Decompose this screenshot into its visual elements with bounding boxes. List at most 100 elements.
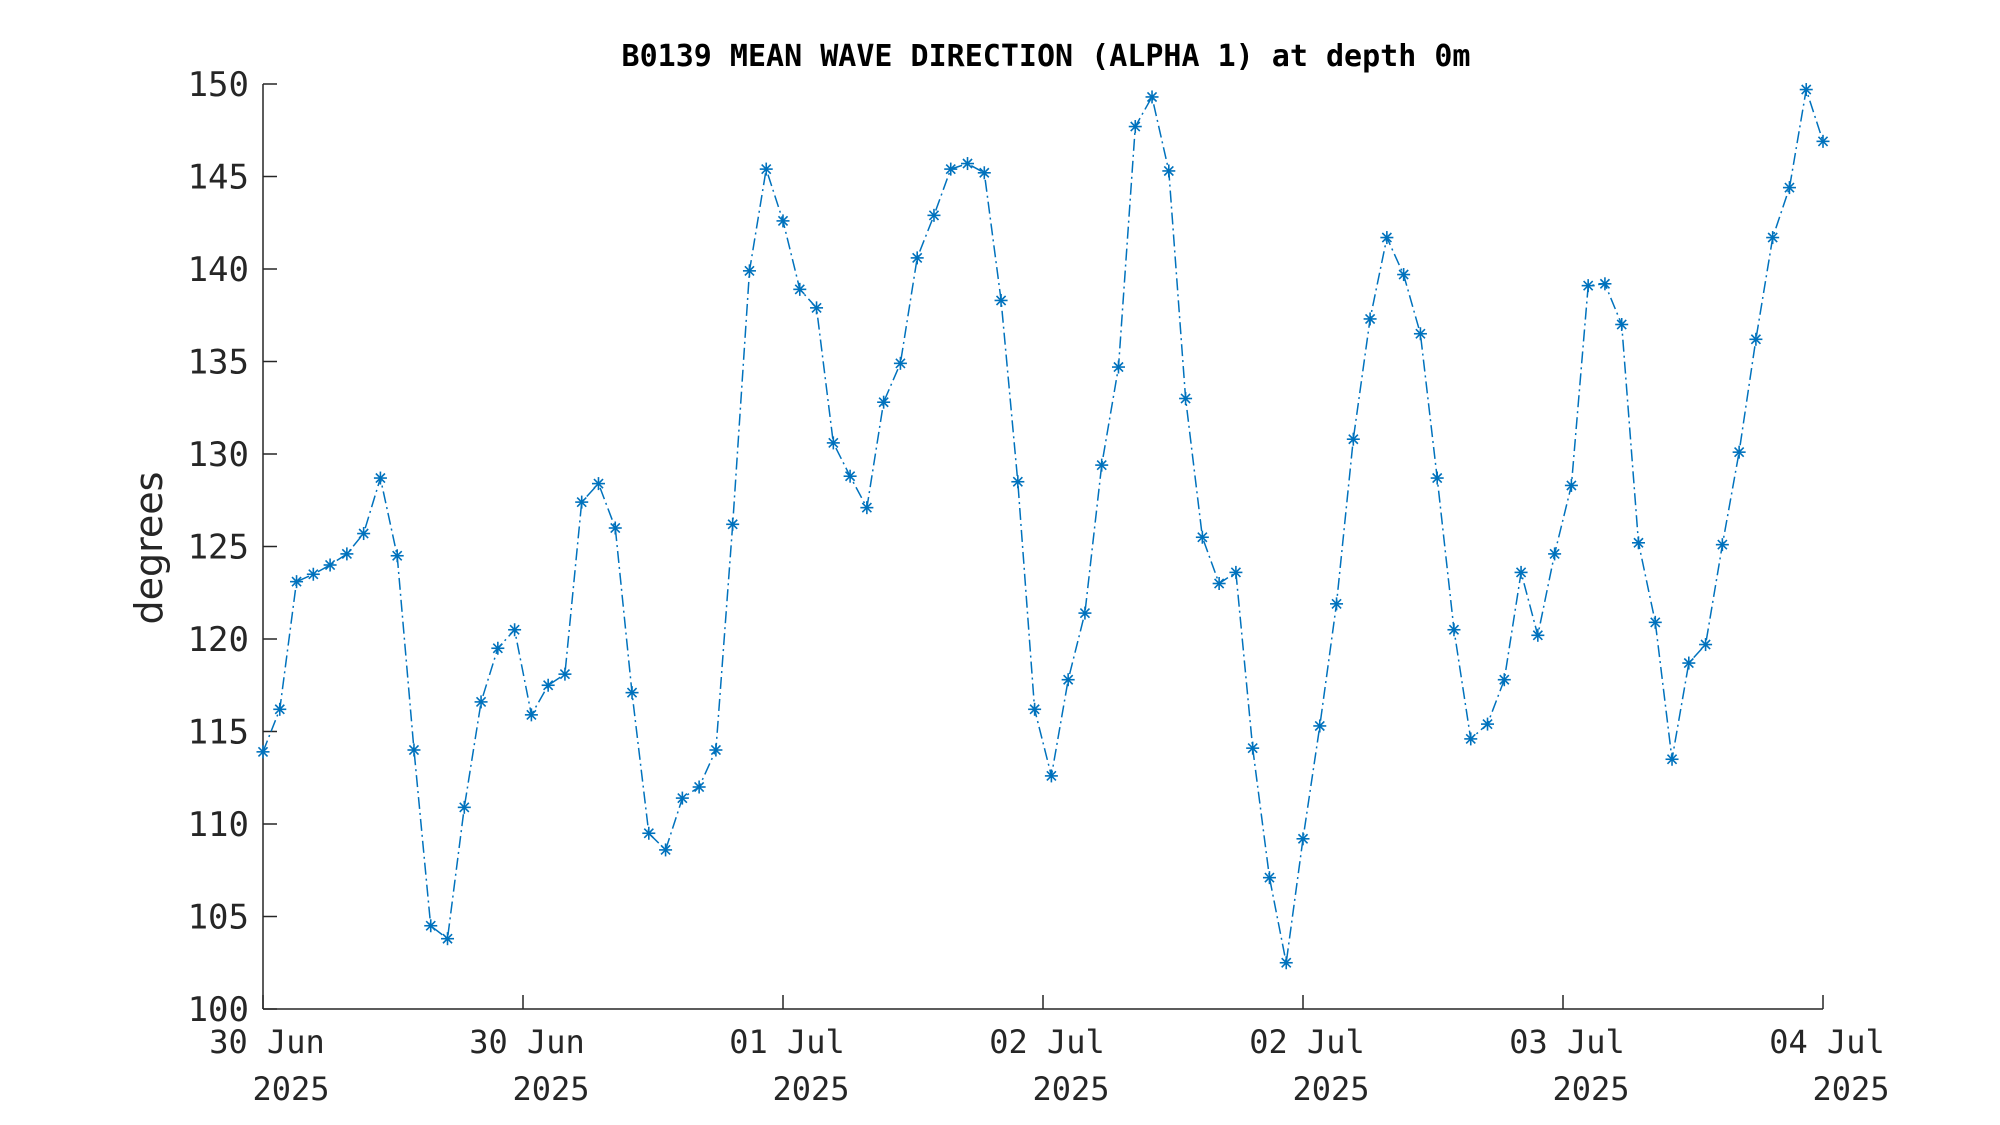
data-point (1246, 741, 1260, 755)
data-point (927, 208, 941, 222)
x-tick-year-label: 2025 (772, 1070, 849, 1108)
data-point (961, 157, 975, 171)
data-point (491, 641, 505, 655)
y-tick-label: 115 (188, 713, 249, 753)
data-point (642, 826, 656, 840)
data-point (608, 521, 622, 535)
data-point (994, 293, 1008, 307)
data-point (1380, 231, 1394, 245)
data-point (1581, 279, 1595, 293)
plot-area (256, 83, 1830, 970)
data-point (1229, 565, 1243, 579)
y-tick-label: 140 (188, 250, 249, 290)
data-point (675, 791, 689, 805)
data-point (273, 702, 287, 716)
data-point (524, 708, 538, 722)
data-point (1095, 458, 1109, 472)
data-point (1011, 475, 1025, 489)
x-tick-day-label: 01 Jul (729, 1023, 845, 1061)
data-point (1279, 956, 1293, 970)
data-point (1631, 536, 1645, 550)
y-tick-label: 150 (188, 65, 249, 105)
data-point (1212, 577, 1226, 590)
data-point (424, 919, 438, 933)
x-tick-day-label: 02 Jul (989, 1023, 1105, 1061)
y-tick-label: 135 (188, 343, 249, 383)
data-point (1514, 565, 1528, 579)
x-tick-year-label: 2025 (1812, 1070, 1889, 1108)
y-axis-label: degrees (127, 472, 171, 625)
data-point (340, 547, 354, 561)
data-point (1749, 332, 1763, 346)
x-tick-year-label: 2025 (1292, 1070, 1369, 1108)
y-ticks: 100 105 110 115 120 125 130 135 140 145 150 (188, 65, 277, 1030)
data-point (893, 356, 907, 370)
data-point (1648, 615, 1662, 629)
data-point (441, 932, 455, 946)
data-point (373, 471, 387, 485)
data-point (776, 214, 790, 228)
data-point (1145, 90, 1159, 104)
data-point (709, 743, 723, 757)
data-point (1346, 432, 1360, 446)
data-point (457, 800, 471, 814)
data-point (1447, 623, 1461, 637)
data-point (1782, 181, 1796, 195)
data-point (759, 162, 773, 176)
data-point (726, 517, 740, 531)
y-tick-label: 130 (188, 435, 249, 475)
x-tick-year-label: 2025 (512, 1070, 589, 1108)
data-point (290, 575, 304, 589)
data-point (1799, 83, 1813, 97)
data-point (1044, 769, 1058, 783)
data-point (256, 745, 270, 759)
chart-title: B0139 MEAN WAVE DIRECTION (ALPHA 1) at d… (622, 39, 1471, 74)
data-point (575, 495, 589, 509)
data-point (877, 395, 891, 409)
y-tick-label: 105 (188, 898, 249, 938)
data-point (1816, 134, 1830, 148)
data-point (1598, 277, 1612, 291)
data-point (474, 695, 488, 709)
data-point (1028, 702, 1042, 716)
data-point (1732, 445, 1746, 459)
y-tick-label: 125 (188, 528, 249, 568)
data-point (1430, 471, 1444, 485)
x-tick-day-label: 02 Jul (1249, 1023, 1365, 1061)
data-point (1413, 327, 1427, 341)
data-point (625, 686, 639, 700)
axes (262, 84, 1823, 1010)
x-tick-year-label: 2025 (1552, 1070, 1629, 1108)
data-point (558, 667, 572, 681)
data-point (1128, 120, 1142, 134)
data-point (1262, 871, 1276, 885)
x-tick-year-label: 2025 (252, 1070, 329, 1108)
data-point (742, 264, 756, 278)
x-tick-day-label: 30 Jun (469, 1023, 585, 1061)
x-ticks: 30 Jun 2025 30 Jun 2025 01 Jul 2025 02 Jul 2025… (209, 995, 1890, 1108)
data-point (810, 301, 824, 315)
x-tick-day-label: 04 Jul (1769, 1023, 1885, 1061)
data-point (1330, 597, 1344, 611)
data-point (1531, 628, 1545, 642)
data-point (1481, 717, 1495, 731)
data-point (1061, 673, 1075, 687)
data-point (1497, 673, 1511, 687)
data-point (1111, 360, 1125, 374)
data-point (323, 558, 337, 572)
data-point (1699, 638, 1713, 652)
x-tick-year-label: 2025 (1032, 1070, 1109, 1108)
data-point (1397, 268, 1411, 282)
data-point (659, 843, 673, 857)
data-point (1179, 392, 1193, 405)
y-tick-label: 100 (188, 990, 249, 1030)
data-point (843, 469, 857, 483)
data-point (508, 623, 522, 637)
data-point (1564, 478, 1578, 492)
data-point (407, 743, 421, 757)
x-tick-day-label: 03 Jul (1509, 1023, 1625, 1061)
data-point (1464, 732, 1478, 746)
data-point (860, 501, 874, 515)
y-tick-label: 110 (188, 805, 249, 845)
